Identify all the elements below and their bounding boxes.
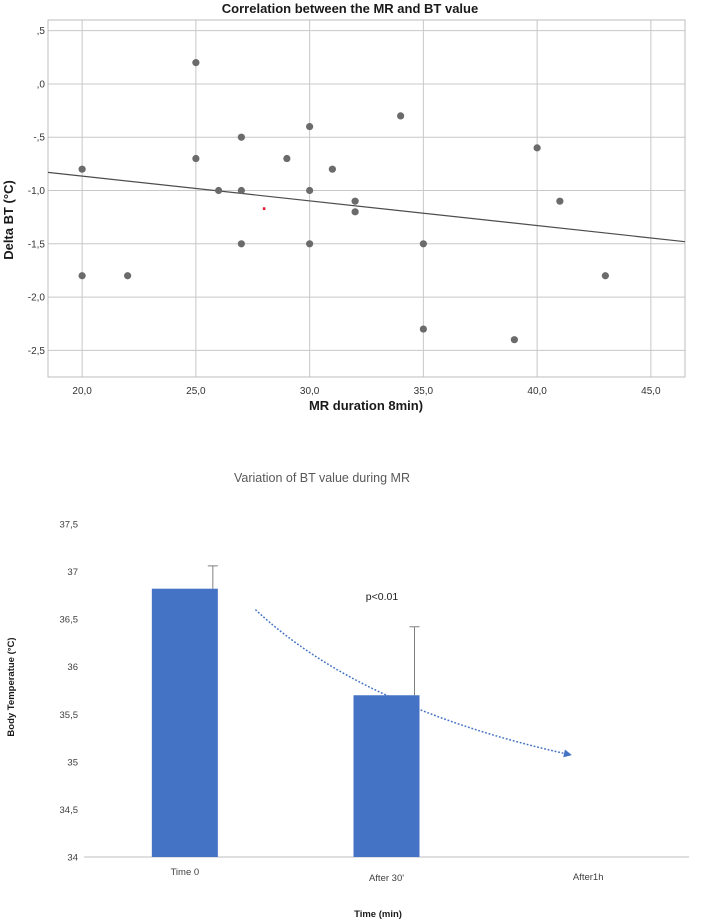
scatter-plot-frame — [47, 19, 686, 378]
scatter-point — [419, 240, 427, 248]
scatter-title: Correlation between the MR and BT value — [222, 1, 478, 16]
scatter-y-tick-label: -,5 — [33, 133, 45, 144]
scatter-y-tick-label: ,5 — [37, 26, 46, 37]
bar-y-tick-label: 37 — [67, 567, 78, 578]
scatter-point — [237, 240, 245, 248]
bar-bars — [151, 588, 420, 857]
scatter-x-tick-label: 20,0 — [72, 386, 92, 397]
bar-chart: Variation of BT value during MR 34 34,5 35… — [6, 471, 689, 920]
scatter-point — [397, 112, 405, 120]
scatter-grid — [48, 20, 685, 377]
scatter-point — [306, 240, 314, 248]
scatter-point — [556, 197, 564, 205]
scatter-x-label: MR duration 8min) — [309, 398, 423, 413]
scatter-y-label: Delta BT (°C) — [1, 180, 16, 260]
scatter-point — [510, 336, 518, 344]
scatter-point — [306, 122, 314, 131]
scatter-point — [601, 272, 609, 280]
scatter-point — [419, 325, 427, 333]
bar-x-ticks: Time 0 After 30' After1h — [170, 867, 603, 884]
bar-title: Variation of BT value during MR — [234, 471, 410, 485]
bar-y-tick-label: 36,5 — [60, 615, 79, 626]
bar-x-tick-label: After1h — [573, 872, 604, 883]
scatter-x-tick-label: 30,0 — [300, 386, 320, 397]
bar — [151, 588, 218, 857]
p-value-annotation: p<0.01 — [366, 591, 399, 603]
trend-arrowhead — [563, 749, 572, 758]
scatter-x-ticks: 20,0 25,0 30,0 35,0 40,0 45,0 — [72, 386, 661, 397]
scatter-point — [78, 272, 86, 280]
scatter-point — [237, 186, 245, 195]
bar-x-tick-label: After 30' — [369, 873, 404, 884]
bar-x-tick-label: Time 0 — [170, 867, 199, 878]
scatter-point — [283, 154, 291, 163]
bar-y-tick-label: 34 — [67, 853, 78, 864]
scatter-point — [328, 165, 336, 173]
scatter-point — [351, 208, 359, 216]
bar-error-bars — [207, 565, 420, 696]
scatter-y-ticks: ,5 ,0 -,5 -1,0 -1,5 -2,0 -2,5 — [28, 26, 46, 357]
scatter-point — [533, 144, 541, 152]
scatter-x-tick-label: 40,0 — [527, 386, 547, 397]
bar-y-tick-label: 35 — [67, 757, 78, 768]
scatter-point — [192, 59, 200, 67]
bar-y-tick-label: 37,5 — [60, 520, 79, 531]
bar-y-tick-label: 36 — [67, 662, 78, 673]
scatter-point — [306, 186, 314, 195]
highlight-point — [262, 207, 266, 210]
scatter-y-tick-label: -1,5 — [28, 239, 46, 250]
bar-x-label: Time (min) — [354, 909, 402, 920]
scatter-point — [215, 186, 223, 195]
bar-trend-arrow — [254, 609, 572, 758]
scatter-point — [124, 272, 132, 280]
scatter-point — [237, 133, 245, 141]
scatter-point — [351, 197, 359, 205]
bar-y-tick-label: 34,5 — [60, 805, 79, 816]
scatter-x-tick-label: 35,0 — [414, 386, 434, 397]
scatter-y-tick-label: -2,5 — [28, 346, 46, 357]
bar-y-tick-label: 35,5 — [60, 710, 79, 721]
scatter-x-tick-label: 45,0 — [641, 386, 661, 397]
scatter-regression-line — [47, 171, 686, 243]
bar-y-label: Body Temperatue (°C) — [6, 637, 17, 736]
scatter-point — [78, 165, 86, 173]
scatter-y-tick-label: -2,0 — [28, 293, 46, 304]
scatter-x-tick-label: 25,0 — [186, 386, 206, 397]
scatter-y-tick-label: -1,0 — [28, 186, 46, 197]
scatter-points — [78, 59, 609, 344]
bar-y-ticks: 34 34,5 35 35,5 36 36,5 37 37,5 — [60, 520, 79, 864]
regression-line — [47, 171, 686, 243]
bar — [353, 695, 420, 857]
scatter-y-tick-label: ,0 — [37, 79, 46, 90]
scatter-chart: Correlation between the MR and BT value … — [1, 1, 686, 413]
scatter-point — [192, 154, 200, 163]
